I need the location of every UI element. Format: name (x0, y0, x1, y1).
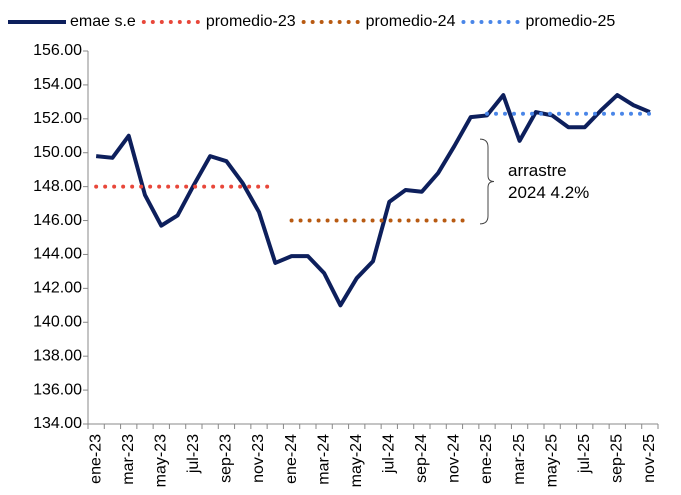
y-tick-label: 136.00 (33, 381, 82, 398)
annotation: 2024 4.2% (508, 183, 589, 202)
x-tick-label: jul-25 (576, 434, 593, 474)
brace (479, 138, 495, 225)
legend-label: promedio-24 (366, 13, 456, 30)
y-tick-label: 134.00 (33, 415, 82, 432)
x-tick-label: may-24 (348, 434, 365, 487)
x-tick-label: may-25 (543, 434, 560, 487)
x-tick-label: ene-23 (87, 434, 104, 484)
y-tick-label: 144.00 (33, 246, 82, 263)
x-tick-label: mar-23 (120, 434, 137, 485)
x-tick-label: mar-24 (315, 434, 332, 485)
x-tick-label: jul-24 (381, 434, 398, 474)
y-tick-label: 152.00 (33, 110, 82, 127)
y-tick-label: 142.00 (33, 280, 82, 297)
y-tick-label: 140.00 (33, 313, 82, 330)
y-tick-label: 156.00 (33, 42, 82, 59)
x-tick-label: jul-23 (185, 434, 202, 474)
x-tick-label: sep-23 (218, 434, 235, 483)
x-tick-label: may-23 (153, 434, 170, 487)
legend-label: emae s.e (70, 13, 136, 30)
y-tick-label: 150.00 (33, 144, 82, 161)
y-tick-label: 154.00 (33, 76, 82, 93)
x-tick-label: sep-24 (413, 434, 430, 483)
legend-label: promedio-25 (525, 13, 615, 30)
x-tick-label: mar-25 (511, 434, 528, 485)
x-tick-label: nov-24 (446, 434, 463, 483)
annotation: arrastre (508, 161, 567, 180)
y-tick-label: 148.00 (33, 178, 82, 195)
x-tick-label: sep-25 (609, 434, 626, 483)
x-tick-label: nov-25 (641, 434, 658, 483)
x-tick-label: ene-24 (283, 434, 300, 484)
y-tick-label: 138.00 (33, 347, 82, 364)
y-tick-label: 146.00 (33, 212, 82, 229)
x-tick-label: ene-25 (478, 434, 495, 484)
series-line (95, 93, 651, 308)
legend-label: promedio-23 (206, 13, 296, 30)
x-tick-label: nov-23 (250, 434, 267, 483)
